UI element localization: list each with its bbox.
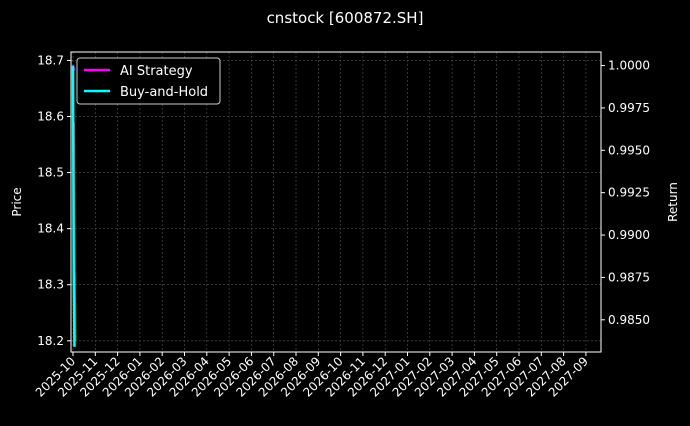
y-tick-left-label: 18.4 <box>37 222 64 236</box>
plot-frame <box>70 51 602 353</box>
legend-label-ai-strategy: AI Strategy <box>120 64 193 79</box>
y-tick-right-label: 1.0000 <box>608 59 650 73</box>
y-tick-right-label: 0.9925 <box>608 186 650 200</box>
legend-label-buy-and-hold: Buy-and-Hold <box>120 85 208 100</box>
y-tick-left-label: 18.6 <box>37 109 64 123</box>
y-axis-left-label: Price <box>10 187 24 216</box>
y-tick-left-label: 18.7 <box>37 53 64 67</box>
y-tick-right-label: 0.9850 <box>608 313 650 327</box>
y-tick-right-label: 0.9875 <box>608 270 650 284</box>
y-tick-right-label: 0.9975 <box>608 101 650 115</box>
y-tick-left-label: 18.2 <box>37 334 64 348</box>
y-tick-left-label: 18.3 <box>37 278 64 292</box>
legend: AI Strategy Buy-and-Hold <box>76 57 221 105</box>
y-tick-left-label: 18.5 <box>37 166 64 180</box>
chart-title: cnstock [600872.SH] <box>267 9 424 27</box>
y-axis-right-label: Return <box>666 182 680 222</box>
y-tick-right-label: 0.9900 <box>608 228 650 242</box>
series-line-buy-and-hold <box>71 65 76 347</box>
y-tick-right-label: 0.9950 <box>608 143 650 157</box>
